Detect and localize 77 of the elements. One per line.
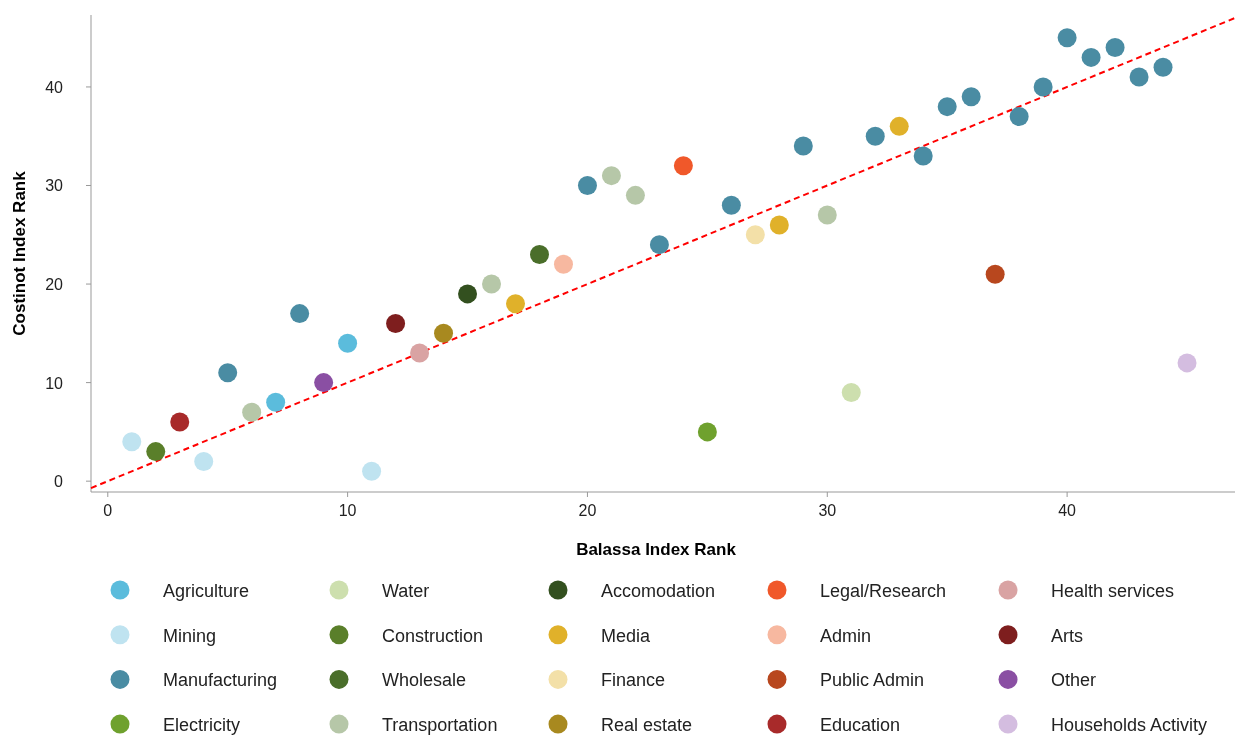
y-tick-label: 0	[54, 473, 64, 491]
point	[937, 97, 957, 117]
legend-label: Education	[820, 715, 901, 736]
x-tick-label: 40	[1058, 502, 1077, 519]
point	[577, 176, 597, 195]
legend-label: Agriculture	[163, 581, 250, 601]
point	[601, 166, 621, 186]
point	[458, 284, 478, 304]
y-tick-label: 30	[45, 177, 64, 195]
point	[889, 116, 909, 136]
point	[1009, 107, 1029, 127]
y-tick-label: 40	[45, 78, 64, 96]
legend-label: Real estate	[601, 715, 693, 736]
point	[266, 392, 286, 412]
point	[841, 382, 861, 402]
legend-label: Wholesale	[382, 670, 467, 691]
legend-label: Media	[601, 625, 652, 646]
legend-label: Mining	[163, 625, 217, 646]
legend-label: Water	[382, 581, 430, 601]
point	[1057, 28, 1077, 48]
point	[1081, 47, 1101, 67]
x-axis-title: Balassa Index Rank	[576, 540, 737, 559]
point	[1129, 67, 1149, 87]
point	[1105, 38, 1125, 58]
point	[769, 215, 789, 235]
point	[410, 343, 430, 363]
point	[362, 461, 382, 481]
legend-label: Other	[1051, 670, 1097, 691]
point	[649, 235, 669, 255]
point	[314, 373, 334, 393]
legend-label: Accomodation	[601, 581, 716, 601]
point	[338, 333, 358, 353]
point	[721, 195, 741, 215]
point	[1033, 77, 1053, 97]
point	[745, 225, 765, 245]
point	[506, 294, 525, 314]
y-tick-label: 10	[45, 374, 64, 392]
point	[218, 363, 238, 383]
x-tick-label: 30	[818, 502, 837, 519]
point	[793, 136, 813, 156]
legend-label: Households Activity	[1051, 715, 1208, 736]
point	[697, 422, 717, 442]
point	[529, 244, 549, 264]
legend-label: Manufacturing	[163, 670, 278, 691]
y-tick-label: 20	[45, 276, 64, 294]
point	[625, 185, 645, 205]
legend-label: Electricity	[163, 715, 241, 736]
legend-label: Admin	[820, 625, 872, 646]
point	[122, 432, 142, 452]
point	[553, 254, 573, 274]
x-tick-label: 10	[338, 502, 357, 519]
point	[242, 402, 262, 422]
point	[673, 156, 693, 176]
point	[170, 412, 190, 432]
legend-label: Public Admin	[820, 670, 925, 691]
x-tick-label: 0	[103, 502, 113, 519]
legend-label: Arts	[1051, 625, 1084, 646]
point	[482, 274, 502, 294]
x-tick-label: 20	[578, 502, 597, 519]
y-axis-title: Costinot Index Rank	[10, 170, 29, 336]
point	[1153, 57, 1173, 77]
point	[290, 304, 310, 324]
point	[817, 205, 837, 225]
point	[386, 313, 406, 333]
legend-label: Legal/Research	[820, 581, 947, 601]
point	[961, 87, 981, 107]
point	[194, 451, 214, 471]
point	[1177, 353, 1197, 373]
point	[985, 264, 1005, 284]
point	[434, 323, 454, 343]
legend-label: Construction	[382, 625, 484, 646]
point	[146, 442, 166, 462]
point	[913, 146, 933, 166]
legend-label: Finance	[601, 670, 666, 691]
point	[865, 126, 885, 146]
legend-label: Transportation	[382, 715, 498, 736]
legend-label: Health services	[1051, 581, 1175, 601]
